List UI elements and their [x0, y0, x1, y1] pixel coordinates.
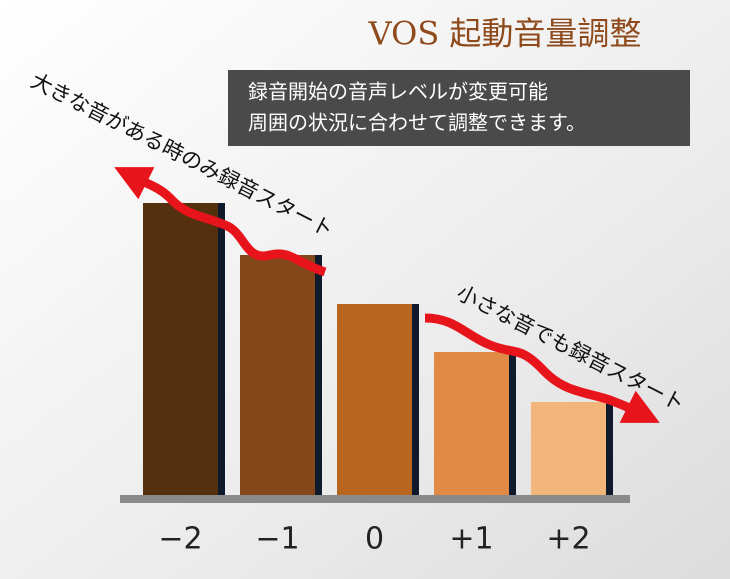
bar-shade	[218, 203, 225, 495]
bar-shade	[509, 352, 516, 495]
x-tick-label: 0	[365, 522, 384, 557]
description-line: 録音開始の音声レベルが変更可能	[248, 80, 548, 104]
bar-shade	[315, 255, 322, 495]
description-line: 周囲の状況に合わせて調整できます。	[248, 111, 586, 135]
bars	[143, 203, 613, 495]
bar	[337, 304, 412, 495]
bar-shade	[606, 402, 613, 495]
bar	[531, 402, 606, 495]
arrow-down	[424, 313, 660, 423]
arrow-up	[114, 167, 327, 277]
bar-shade	[412, 304, 419, 495]
x-tick-label: +2	[546, 522, 590, 557]
bar	[434, 352, 509, 495]
chart-title: VOS 起動音量調整	[368, 15, 642, 53]
baseline	[120, 495, 630, 503]
x-tick-label: +1	[449, 522, 493, 557]
bar	[143, 203, 218, 495]
x-tick-label: −2	[158, 522, 202, 557]
description-box	[228, 70, 690, 146]
bar	[240, 255, 315, 495]
x-tick-label: −1	[255, 522, 299, 557]
